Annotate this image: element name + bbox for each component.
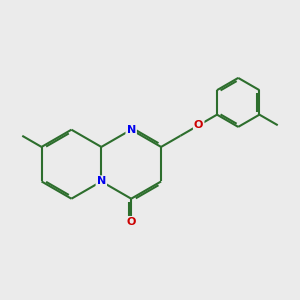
Text: N: N [127, 125, 136, 135]
Text: O: O [194, 120, 203, 130]
Text: N: N [97, 176, 106, 186]
Text: O: O [127, 217, 136, 227]
